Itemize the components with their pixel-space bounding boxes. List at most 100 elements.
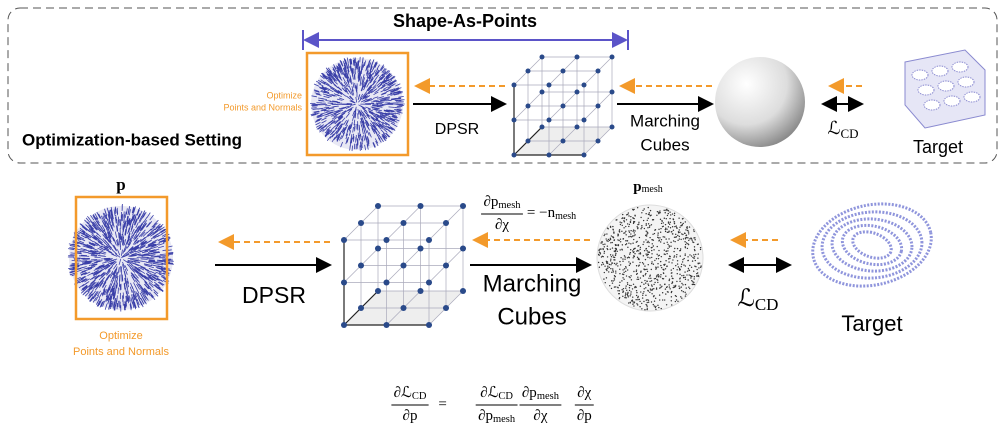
mesh-point [615, 286, 617, 288]
mesh-point [670, 300, 673, 302]
mesh-point [669, 288, 671, 290]
mesh-point [618, 229, 621, 231]
mesh-point [655, 258, 658, 260]
marching-label: Marching [630, 111, 700, 130]
mesh-point [687, 256, 689, 258]
mesh-point [601, 242, 603, 244]
mesh-point [644, 279, 646, 282]
mesh-point [684, 265, 687, 267]
mesh-point [669, 217, 671, 220]
mesh-point [675, 236, 678, 238]
mesh-point [693, 278, 695, 280]
mesh-point [673, 286, 676, 288]
mesh-point [642, 263, 645, 265]
mesh-point [649, 215, 651, 217]
mesh-point [632, 261, 634, 263]
mesh-point [674, 300, 677, 303]
mesh-point [684, 241, 686, 243]
mesh-point [685, 242, 688, 244]
grid-node [560, 103, 566, 109]
mesh-point [663, 217, 666, 219]
mesh-point [679, 255, 681, 257]
mesh-point [619, 249, 621, 251]
target-hole [943, 95, 961, 107]
mesh-point [630, 291, 632, 293]
mesh-point [675, 299, 678, 301]
mesh-point [610, 287, 613, 290]
mesh-point [663, 242, 665, 245]
mesh-point [656, 245, 658, 248]
mesh-point [611, 241, 613, 244]
mesh-point [613, 262, 616, 265]
mesh-point [603, 250, 606, 253]
mesh-point [680, 221, 682, 224]
mesh-point [656, 211, 659, 213]
mesh-point [668, 261, 670, 263]
mesh-point [648, 251, 651, 253]
mesh-point [690, 266, 693, 269]
grid-node [442, 262, 450, 269]
mesh-point [670, 214, 672, 216]
grid-node [595, 103, 601, 109]
mesh-point [625, 292, 627, 294]
mesh-point [692, 281, 694, 283]
mesh-point [661, 285, 663, 288]
mesh-point [623, 217, 626, 219]
mesh-point [606, 248, 609, 251]
mesh-point [611, 271, 613, 274]
mesh-point [687, 243, 690, 246]
mesh-point [684, 253, 686, 255]
mesh-point [663, 253, 665, 255]
mesh-point [659, 276, 662, 278]
mesh-point [665, 218, 667, 220]
points-label: p [116, 175, 125, 194]
mesh-point [691, 239, 693, 241]
mesh-point [612, 225, 614, 228]
grid-node [417, 245, 424, 252]
mesh-point [674, 284, 677, 287]
mesh-point [625, 297, 627, 299]
mesh-point [690, 237, 692, 239]
mesh-point [617, 235, 619, 237]
mesh-point [648, 226, 651, 228]
grid-node [459, 287, 467, 295]
mesh-point [673, 285, 675, 287]
mesh-point [672, 240, 675, 242]
mesh-point [667, 250, 669, 252]
mesh-point [629, 220, 632, 223]
mesh-point [632, 248, 635, 251]
mesh-point [647, 284, 650, 287]
mesh-point [612, 254, 614, 256]
target-ring [811, 202, 933, 288]
mesh-point [627, 296, 629, 298]
mesh-point [671, 213, 674, 215]
mesh-point [627, 212, 630, 214]
mesh-point [639, 261, 641, 264]
symbol: ∂ℒ [394, 385, 412, 401]
mesh-point [633, 221, 636, 223]
mesh-point [613, 277, 615, 280]
mesh-point [621, 244, 624, 246]
mesh-point [610, 267, 612, 270]
mesh-point [653, 288, 655, 290]
mesh-point [647, 289, 649, 292]
mesh-point [660, 264, 662, 267]
mesh-point [686, 226, 688, 228]
mesh-point [629, 253, 631, 255]
mesh-point [627, 291, 629, 294]
mesh-point [625, 285, 627, 287]
mesh-point [699, 266, 702, 269]
mesh-point [653, 300, 656, 302]
mesh-point [598, 251, 601, 253]
mesh-point [672, 259, 674, 261]
mesh-point [649, 280, 651, 283]
grid-node [546, 152, 552, 158]
mesh-point [643, 249, 646, 252]
mesh-point [628, 236, 630, 238]
mesh-point [685, 293, 687, 295]
mesh-point [682, 233, 684, 236]
mesh-point [627, 294, 629, 297]
mesh-point [612, 229, 615, 231]
mesh-point [609, 285, 611, 287]
mesh-point [623, 221, 626, 223]
